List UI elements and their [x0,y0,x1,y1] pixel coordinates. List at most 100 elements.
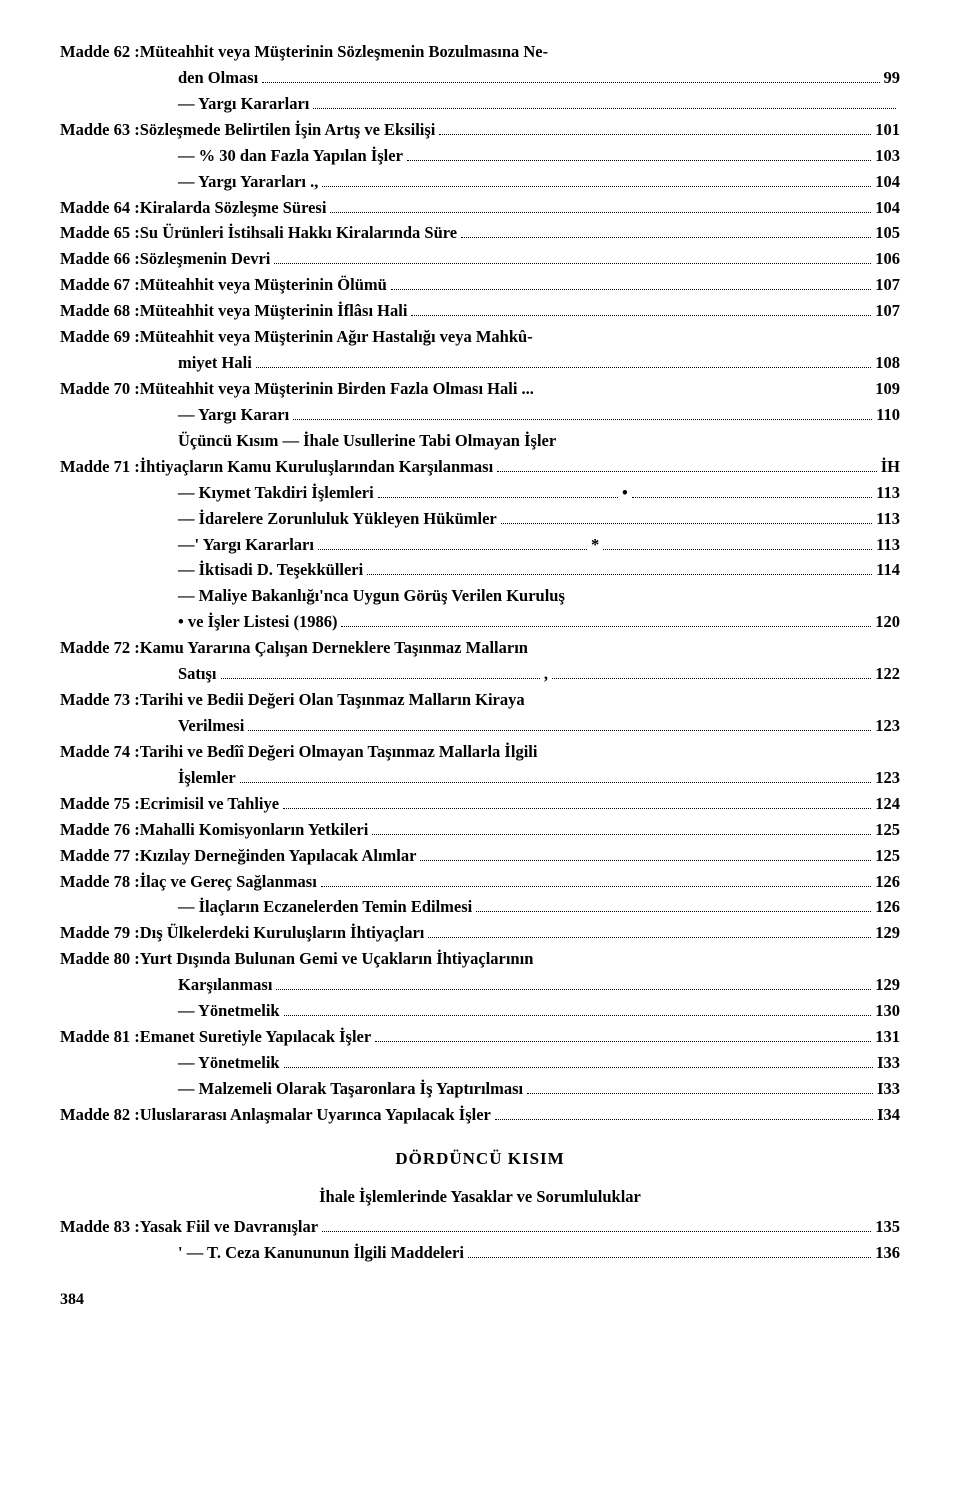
toc-text: Emanet Suretiyle Yapılacak İşler [140,1025,371,1049]
toc-label: Madde 71 : [60,455,140,479]
toc-dots [428,937,871,938]
toc-label: Madde 72 : [60,636,140,660]
toc-label: Madde 68 : [60,299,140,323]
toc-label: Madde 65 : [60,221,140,245]
toc-label: Madde 78 : [60,870,140,894]
toc-page: İH [881,455,900,479]
toc-dots [240,782,872,783]
toc-label: Madde 80 : [60,947,140,971]
toc-row-continuation: miyet Hali108 [60,351,900,375]
toc-text: Dış Ülkelerdeki Kuruluşların İhtiyaçları [140,921,425,945]
toc-dots [501,523,872,524]
toc-page: 126 [875,870,900,894]
toc-text: — İlaçların Eczanelerden Temin Edilmesi [178,895,472,919]
toc-text: Yasak Fiil ve Davranışlar [140,1215,318,1239]
toc-page: 107 [875,273,900,297]
toc-page: 129 [875,973,900,997]
toc-page: 109 [875,377,900,401]
toc-text: — Yargı Kararı [178,403,289,427]
toc-text: ' — T. Ceza Kanununun İlgili Maddeleri [178,1241,464,1265]
toc-row: Madde 71 : İhtiyaçların Kamu Kuruluşları… [60,455,900,479]
toc-page: 106 [875,247,900,271]
toc-text: Tarihi ve Bedîî Değeri Olmayan Taşınmaz … [140,740,538,764]
toc-text: — Malzemeli Olarak Taşaronlara İş Yaptır… [178,1077,523,1101]
toc-page: 125 [875,844,900,868]
toc-text: • ve İşler Listesi (1986) [178,610,337,634]
section-4-subheading: İhale İşlemlerinde Yasaklar ve Sorumlulu… [60,1187,900,1207]
toc-dots [497,471,877,472]
toc-text: Verilmesi [178,714,244,738]
toc-sub-row: — İktisadi D. Teşekkülleri 114 [60,558,900,582]
toc-dots [420,860,871,861]
toc-row-continuation: Karşılanması129 [60,973,900,997]
toc-text: — Yönetmelik [178,1051,280,1075]
toc-text: miyet Hali [178,351,252,375]
toc-row: Madde 80 : Yurt Dışında Bulunan Gemi ve … [60,947,900,971]
toc-text: Sözleşmede Belirtilen İşin Artış ve Eksi… [140,118,436,142]
toc-dots [283,808,871,809]
toc-page: 113 [876,507,900,531]
toc-text: Yurt Dışında Bulunan Gemi ve Uçakların İ… [140,947,534,971]
toc-page: 126 [875,895,900,919]
toc-sub-row: — YönetmelikI33 [60,1051,900,1075]
toc-page: 135 [875,1215,900,1239]
toc-label: Madde 75 : [60,792,140,816]
toc-row: Madde 67 : Müteahhit veya Müşterinin Ölü… [60,273,900,297]
toc-page: 114 [876,558,900,582]
toc-dots [284,1015,872,1016]
toc-text: Satışı [178,662,217,686]
toc-dots [221,678,540,679]
toc-page: 129 [875,921,900,945]
toc-text: Kızılay Derneğinden Yapılacak Alımlar [140,844,417,868]
toc-row: Madde 70 : Müteahhit veya Müşterinin Bir… [60,377,900,401]
toc-content: Madde 62 : Müteahhit veya Müşterinin Söz… [60,40,900,1127]
toc-row: Madde 82 : Uluslararası Anlaşmalar Uyarı… [60,1103,900,1127]
toc-dots [322,1231,871,1232]
toc-text: — İktisadi D. Teşekkülleri [178,558,363,582]
toc-dots [461,237,871,238]
section-4-heading: DÖRDÜNCÜ KISIM [60,1149,900,1169]
toc-dots [372,834,871,835]
toc-page: 105 [875,221,900,245]
toc-sub-row: — % 30 dan Fazla Yapılan İşler103 [60,144,900,168]
toc-dots [411,315,871,316]
toc-label: Madde 73 : [60,688,140,712]
toc-sub-row: — İlaçların Eczanelerden Temin Edilmesi 1… [60,895,900,919]
toc-page: 113 [876,481,900,505]
toc-row: Madde 75 : Ecrimisil ve Tahliye124 [60,792,900,816]
toc-text: İlaç ve Gereç Sağlanması [140,870,317,894]
toc-text: Müteahhit veya Müşterinin Birden Fazla O… [140,377,534,401]
toc-text: Sözleşmenin Devri [140,247,271,271]
toc-page: 123 [875,714,900,738]
toc-dots [322,186,871,187]
page-number-footer: 384 [60,1291,900,1309]
toc-dots [262,82,879,83]
toc-sub-row: — Yargı Yararları .,104 [60,170,900,194]
toc-text: den Olması [178,66,258,90]
toc-page: 104 [875,196,900,220]
toc-dots [330,212,871,213]
toc-dots [293,419,872,420]
toc-row: Madde 74 : Tarihi ve Bedîî Değeri Olmaya… [60,740,900,764]
toc-row-continuation: Verilmesi 123 [60,714,900,738]
toc-text: Su Ürünleri İstihsali Hakkı Kiralarında … [140,221,457,245]
toc-page: 120 [875,610,900,634]
toc-sub-row: ' — T. Ceza Kanununun İlgili Maddeleri13… [60,1241,900,1265]
toc-text: — Maliye Bakanlığı'nca Uygun Görüş Veril… [178,584,565,608]
toc-page: 107 [875,299,900,323]
toc-row: Madde 62 : Müteahhit veya Müşterinin Söz… [60,40,900,64]
toc-row: Madde 69 : Müteahhit veya Müşterinin Ağı… [60,325,900,349]
toc-sub-row: • ve İşler Listesi (1986) 120 [60,610,900,634]
toc-sub-row: — Yönetmelik130 [60,999,900,1023]
toc-page: 130 [875,999,900,1023]
toc-sub-row: — Yargı Kararları [60,92,900,116]
toc-page: 101 [875,118,900,142]
toc-text: Üçüncü Kısım — İhale Usullerine Tabi Olm… [178,429,556,453]
toc-page: I34 [877,1103,900,1127]
toc-row: Madde 77 : Kızılay Derneğinden Yapılacak… [60,844,900,868]
toc-text: Kiralarda Sözleşme Süresi [140,196,327,220]
toc-page: 110 [876,403,900,427]
toc-section-title: Üçüncü Kısım — İhale Usullerine Tabi Olm… [60,429,900,453]
toc-page: 123 [875,766,900,790]
toc-text: Müteahhit veya Müşterinin İflâsı Hali [140,299,408,323]
